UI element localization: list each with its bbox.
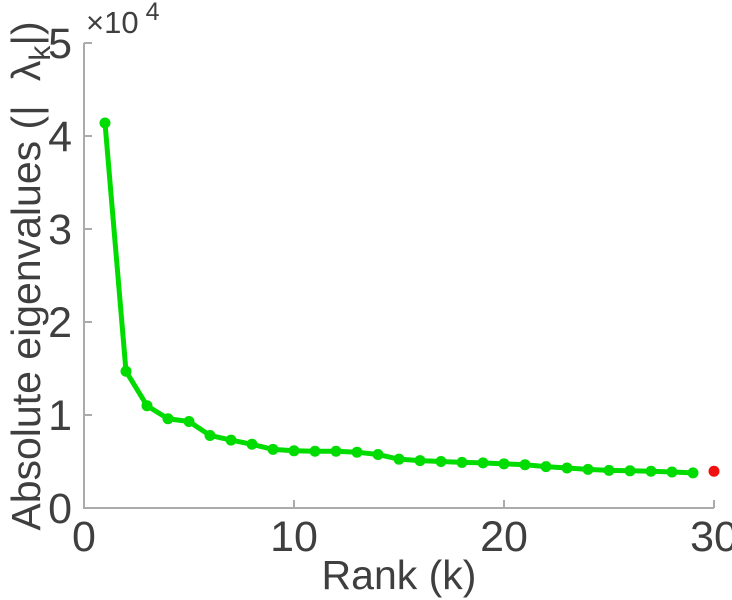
marker-absolute-eigenvalues xyxy=(204,429,216,441)
lambda-symbol: λ xyxy=(3,60,49,81)
marker-absolute-eigenvalues xyxy=(582,463,594,475)
axis-spines xyxy=(83,43,714,509)
marker-absolute-eigenvalues xyxy=(687,467,699,479)
marker-absolute-eigenvalues xyxy=(183,416,195,428)
marker-absolute-eigenvalues xyxy=(225,434,237,446)
y-tick-label: 4 xyxy=(48,113,72,161)
marker-absolute-eigenvalues xyxy=(162,413,174,425)
marker-absolute-eigenvalues xyxy=(267,443,279,455)
marker-absolute-eigenvalues xyxy=(435,456,447,467)
y-axis-label: Absolute eigenvalues (| λk|) xyxy=(3,21,57,530)
lambda-subscript: k xyxy=(24,45,57,61)
y-tick-label: 2 xyxy=(48,299,72,347)
exponent-base: ×10 xyxy=(86,5,139,40)
y-axis-exponent-label: ×10 4 xyxy=(86,0,160,40)
y-tick-label: 0 xyxy=(48,485,72,533)
exponent-power: 4 xyxy=(146,0,160,26)
marker-absolute-eigenvalues xyxy=(414,455,426,467)
marker-absolute-eigenvalues xyxy=(246,438,258,450)
marker-absolute-eigenvalues xyxy=(99,117,111,129)
marker-absolute-eigenvalues xyxy=(666,466,678,478)
marker-absolute-eigenvalues xyxy=(351,446,363,458)
y-axis-label-suffix: |) xyxy=(3,21,49,45)
marker-cutoff-point xyxy=(708,465,720,477)
y-axis-label-prefix: Absolute eigenvalues (| xyxy=(3,105,49,530)
y-tick-label: 3 xyxy=(48,206,72,254)
marker-absolute-eigenvalues xyxy=(519,459,531,471)
marker-absolute-eigenvalues xyxy=(645,465,657,477)
x-axis-label: Rank (k) xyxy=(322,552,477,598)
x-tick-label: 0 xyxy=(72,513,96,561)
x-tick-label: 30 xyxy=(690,513,732,561)
marker-absolute-eigenvalues xyxy=(540,461,552,473)
y-tick-label: 1 xyxy=(48,392,72,440)
marker-absolute-eigenvalues xyxy=(288,445,300,457)
marker-absolute-eigenvalues xyxy=(309,445,321,457)
x-tick-label: 20 xyxy=(480,513,528,561)
marker-absolute-eigenvalues xyxy=(141,400,153,412)
marker-absolute-eigenvalues xyxy=(498,458,510,470)
marker-absolute-eigenvalues xyxy=(561,462,573,474)
marker-absolute-eigenvalues xyxy=(330,445,342,457)
marker-absolute-eigenvalues xyxy=(120,365,132,377)
marker-absolute-eigenvalues xyxy=(624,465,636,477)
series-layer xyxy=(99,117,720,479)
marker-absolute-eigenvalues xyxy=(372,449,384,461)
x-tick-label: 10 xyxy=(270,513,318,561)
marker-absolute-eigenvalues xyxy=(456,456,468,468)
axes-layer: 0 10 20 30 0 1 2 3 4 5 xyxy=(48,20,732,561)
marker-absolute-eigenvalues xyxy=(477,457,489,469)
marker-absolute-eigenvalues xyxy=(603,464,615,476)
y-tick-label: 5 xyxy=(48,20,72,68)
marker-absolute-eigenvalues xyxy=(393,453,405,465)
